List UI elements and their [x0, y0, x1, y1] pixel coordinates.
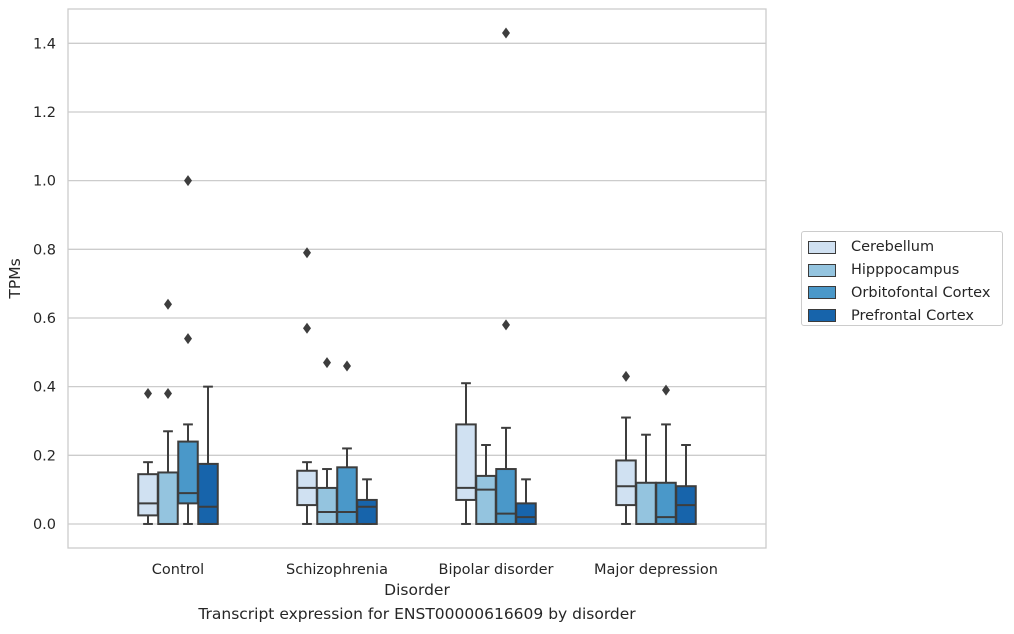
- outlier-point: [303, 322, 311, 334]
- series-1-boxes: [157, 298, 657, 525]
- legend-swatch-orbitofrontal-cortex: [808, 286, 836, 300]
- legend-label-cerebellum: Cerebellum: [851, 239, 935, 256]
- box-iqr: [515, 502, 537, 525]
- y-tick-label: 0.0: [33, 517, 56, 533]
- legend-item-orbitofrontal-cortex: Orbitofontal Cortex: [808, 282, 1002, 305]
- y-tick-label: 0.8: [33, 242, 56, 258]
- outlier-point: [144, 388, 152, 400]
- outlier-point: [323, 357, 331, 369]
- series-2-boxes: [177, 27, 677, 525]
- outlier-point: [164, 298, 172, 310]
- legend-item-prefrontal-cortex: Prefrontal Cortex: [808, 304, 1002, 327]
- legend-label-hippocampus: Hipppocampus: [851, 262, 960, 279]
- box-iqr: [356, 498, 378, 525]
- box-iqr: [197, 462, 219, 525]
- box-iqr: [455, 423, 477, 501]
- box-iqr: [475, 474, 497, 525]
- legend-swatch-hippocampus: [808, 263, 836, 277]
- box-iqr: [316, 486, 338, 525]
- outlier-point: [502, 319, 510, 331]
- y-tick-label: 1.4: [33, 36, 56, 52]
- gridlines: [68, 42, 766, 525]
- y-tick-label: 1.0: [33, 174, 56, 190]
- y-tick-label: 0.4: [33, 380, 56, 396]
- plot-area-frame: [67, 8, 767, 549]
- box-iqr: [615, 459, 637, 507]
- x-tick-label: Control: [152, 562, 204, 578]
- y-tick-label: 0.6: [33, 311, 56, 327]
- legend: Cerebellum Hipppocampus Orbitofontal Cor…: [801, 231, 1003, 326]
- x-tick-label: Schizophrenia: [286, 562, 388, 578]
- box-iqr: [157, 471, 179, 525]
- outlier-point: [662, 384, 670, 396]
- y-tick-label: 0.2: [33, 448, 56, 464]
- outlier-point: [343, 360, 351, 372]
- legend-label-prefrontal-cortex: Prefrontal Cortex: [851, 307, 974, 324]
- outlier-point: [502, 27, 510, 39]
- outlier-point: [184, 175, 192, 187]
- series-3-boxes: [197, 385, 697, 525]
- box-iqr: [495, 468, 517, 525]
- box-iqr: [137, 473, 159, 517]
- x-tick-label: Bipolar disorder: [439, 562, 554, 578]
- tick-labels: 0.0 0.2 0.4 0.6 0.8 1.0 1.2 1.4 Control Schizophr…: [33, 36, 718, 578]
- outlier-point: [184, 333, 192, 345]
- box-iqr: [336, 466, 358, 525]
- x-axis-label: Disorder: [384, 581, 450, 599]
- outlier-point: [622, 370, 630, 382]
- legend-swatch-prefrontal-cortex: [808, 309, 836, 323]
- series-0-boxes: [137, 247, 637, 525]
- outlier-point: [303, 247, 311, 259]
- legend-swatch-cerebellum: [808, 240, 836, 254]
- figure-caption: Transcript expression for ENST0000061660…: [198, 605, 636, 623]
- y-axis-label: TPMs: [6, 258, 24, 299]
- y-tick-label: 1.2: [33, 105, 56, 121]
- legend-item-cerebellum: Cerebellum: [808, 236, 1002, 259]
- outlier-point: [164, 388, 172, 400]
- x-tick-label: Major depression: [594, 562, 718, 578]
- box-iqr: [635, 481, 657, 525]
- legend-label-orbitofrontal-cortex: Orbitofontal Cortex: [851, 284, 991, 301]
- box-iqr: [177, 440, 199, 505]
- legend-item-hippocampus: Hipppocampus: [808, 259, 1002, 282]
- box-series-layer: [137, 27, 697, 525]
